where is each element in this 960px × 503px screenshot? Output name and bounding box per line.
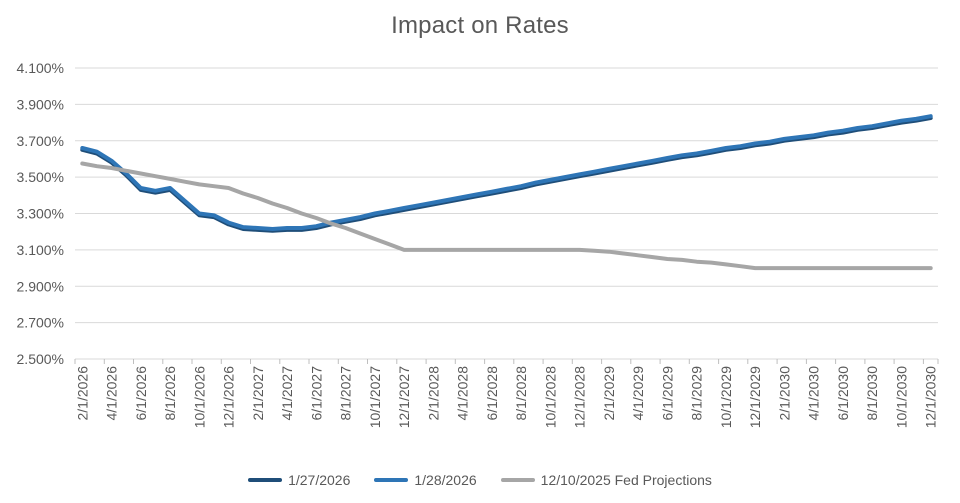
legend-label-1-27-2026: 1/27/2026: [288, 472, 351, 488]
svg-text:3.300%: 3.300%: [17, 206, 64, 222]
svg-text:6/1/2029: 6/1/2029: [659, 366, 675, 421]
svg-text:12/1/2027: 12/1/2027: [396, 366, 412, 428]
svg-text:2.900%: 2.900%: [17, 278, 64, 294]
chart-title: Impact on Rates: [391, 12, 569, 39]
svg-text:8/1/2026: 8/1/2026: [162, 366, 178, 421]
svg-text:4/1/2026: 4/1/2026: [104, 366, 120, 421]
legend-item-1-27-2026[interactable]: 1/27/2026: [248, 472, 350, 488]
legend-label-fed-projections: 12/10/2025 Fed Projections: [540, 472, 712, 488]
svg-text:12/1/2028: 12/1/2028: [572, 366, 588, 428]
svg-text:12/1/2029: 12/1/2029: [747, 366, 763, 428]
rates-line-chart[interactable]: 4.100% 3.900% 3.700% 3.500% 3.300% 3.100% 2.90…: [0, 0, 960, 460]
svg-text:4/1/2030: 4/1/2030: [806, 366, 822, 421]
svg-text:3.700%: 3.700%: [17, 133, 64, 149]
svg-text:2/1/2029: 2/1/2029: [601, 366, 617, 421]
svg-text:4/1/2028: 4/1/2028: [455, 366, 471, 421]
svg-text:10/1/2030: 10/1/2030: [893, 366, 909, 428]
svg-text:3.900%: 3.900%: [17, 96, 64, 112]
svg-text:2.700%: 2.700%: [17, 315, 64, 331]
svg-text:8/1/2027: 8/1/2027: [338, 366, 354, 421]
svg-text:8/1/2028: 8/1/2028: [513, 366, 529, 421]
legend-item-fed-projections[interactable]: 12/10/2025 Fed Projections: [500, 472, 712, 488]
legend-item-1-28-2026[interactable]: 1/28/2026: [374, 472, 477, 488]
svg-text:12/1/2026: 12/1/2026: [221, 366, 237, 428]
svg-text:6/1/2030: 6/1/2030: [835, 366, 851, 421]
chart-legend: 1/27/2026 1/28/2026 12/10/2025 Fed Proje…: [30, 468, 930, 492]
svg-text:2/1/2030: 2/1/2030: [776, 366, 792, 421]
legend-swatch-gray: [500, 477, 535, 483]
svg-text:2/1/2027: 2/1/2027: [250, 366, 266, 421]
svg-text:10/1/2029: 10/1/2029: [718, 366, 734, 428]
svg-text:8/1/2029: 8/1/2029: [689, 366, 705, 421]
svg-text:10/1/2028: 10/1/2028: [542, 366, 558, 428]
svg-text:3.500%: 3.500%: [17, 169, 64, 185]
svg-text:2/1/2028: 2/1/2028: [425, 366, 441, 421]
svg-text:2/1/2026: 2/1/2026: [74, 366, 90, 421]
svg-text:6/1/2027: 6/1/2027: [308, 366, 324, 421]
svg-text:4/1/2029: 4/1/2029: [630, 366, 646, 421]
svg-text:2.500%: 2.500%: [17, 351, 64, 367]
svg-text:3.100%: 3.100%: [17, 242, 64, 258]
svg-text:4/1/2027: 4/1/2027: [279, 366, 295, 421]
svg-text:6/1/2026: 6/1/2026: [133, 366, 149, 421]
svg-text:10/1/2027: 10/1/2027: [367, 366, 383, 428]
legend-swatch-blue: [374, 477, 409, 483]
legend-label-1-28-2026: 1/28/2026: [414, 472, 477, 488]
svg-text:10/1/2026: 10/1/2026: [191, 366, 207, 428]
legend-swatch-navy: [248, 477, 283, 483]
svg-text:12/1/2030: 12/1/2030: [923, 366, 939, 428]
svg-text:4.100%: 4.100%: [17, 60, 64, 76]
svg-text:8/1/2030: 8/1/2030: [864, 366, 880, 421]
svg-text:6/1/2028: 6/1/2028: [484, 366, 500, 421]
